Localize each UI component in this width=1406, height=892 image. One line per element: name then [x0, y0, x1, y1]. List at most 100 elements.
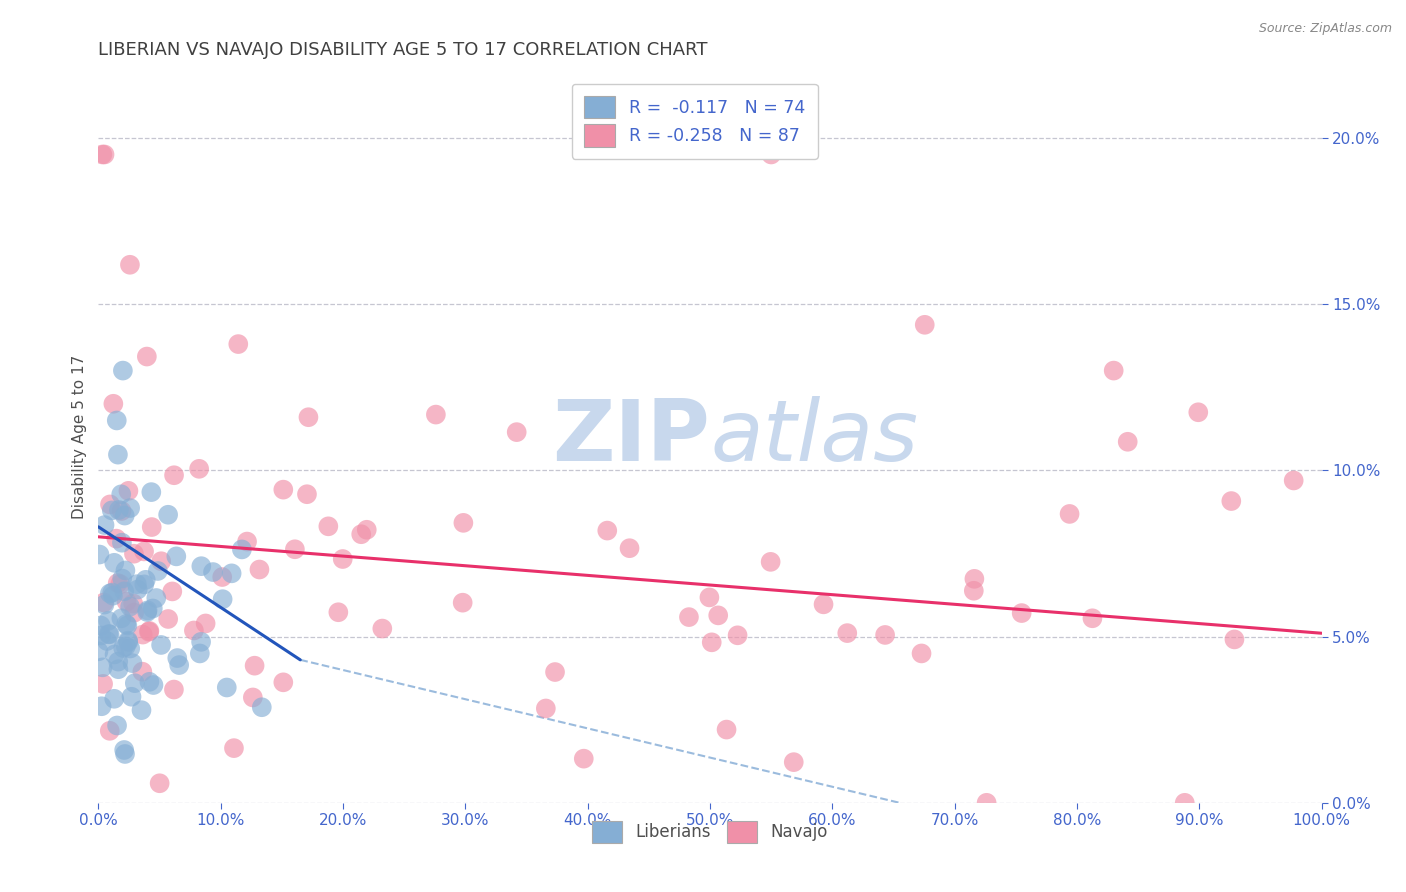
- Point: [619, 541, 641, 556]
- Point: [91, 147, 114, 161]
- Point: [111, 363, 134, 377]
- Point: [837, 626, 859, 640]
- Point: [221, 566, 243, 581]
- Point: [249, 562, 271, 576]
- Point: [97, 627, 120, 641]
- Point: [120, 599, 142, 614]
- Point: [103, 397, 125, 411]
- Point: [122, 597, 145, 611]
- Point: [110, 611, 132, 625]
- Point: [295, 487, 318, 501]
- Point: [97, 614, 120, 628]
- Point: [1081, 611, 1104, 625]
- Point: [107, 448, 129, 462]
- Text: ZIP: ZIP: [553, 395, 710, 479]
- Point: [700, 635, 723, 649]
- Point: [211, 570, 233, 584]
- Point: [1223, 632, 1246, 647]
- Point: [215, 681, 238, 695]
- Point: [90, 628, 112, 642]
- Point: [114, 640, 136, 654]
- Point: [135, 350, 157, 364]
- Point: [1102, 363, 1125, 377]
- Point: [963, 572, 986, 586]
- Point: [188, 647, 211, 661]
- Point: [596, 524, 619, 538]
- Point: [1187, 405, 1209, 419]
- Point: [875, 628, 897, 642]
- Point: [356, 523, 378, 537]
- Point: [150, 554, 173, 568]
- Point: [222, 741, 245, 756]
- Point: [115, 595, 138, 609]
- Point: [1011, 606, 1033, 620]
- Point: [131, 665, 153, 679]
- Point: [226, 337, 249, 351]
- Point: [105, 413, 128, 427]
- Point: [87, 644, 110, 658]
- Point: [101, 503, 124, 517]
- Point: [112, 584, 135, 599]
- Point: [114, 564, 136, 578]
- Point: [120, 641, 142, 656]
- Point: [236, 534, 259, 549]
- Point: [505, 425, 527, 439]
- Point: [120, 501, 142, 516]
- Point: [110, 487, 132, 501]
- Point: [1059, 507, 1081, 521]
- Point: [132, 544, 155, 558]
- Point: [107, 576, 129, 591]
- Point: [103, 648, 125, 662]
- Point: [117, 483, 139, 498]
- Point: [142, 601, 165, 615]
- Point: [165, 549, 187, 564]
- Point: [534, 701, 557, 715]
- Point: [142, 678, 165, 692]
- Point: [727, 628, 749, 642]
- Point: [910, 647, 932, 661]
- Point: [963, 583, 986, 598]
- Point: [162, 584, 184, 599]
- Point: [98, 723, 121, 738]
- Point: [110, 577, 132, 591]
- Point: [1282, 474, 1305, 488]
- Point: [105, 718, 128, 732]
- Text: atlas: atlas: [710, 395, 918, 479]
- Point: [1116, 434, 1139, 449]
- Point: [163, 682, 186, 697]
- Point: [146, 564, 169, 578]
- Point: [132, 627, 155, 641]
- Point: [332, 552, 354, 566]
- Point: [98, 627, 121, 641]
- Point: [135, 573, 157, 587]
- Point: [157, 508, 180, 522]
- Point: [117, 635, 139, 649]
- Point: [117, 618, 139, 632]
- Point: [107, 662, 129, 676]
- Point: [125, 577, 148, 591]
- Point: [103, 556, 125, 570]
- Point: [138, 624, 160, 638]
- Point: [250, 700, 273, 714]
- Point: [91, 660, 114, 674]
- Point: [141, 485, 163, 500]
- Point: [138, 674, 160, 689]
- Point: [98, 497, 121, 511]
- Point: [707, 608, 730, 623]
- Point: [90, 618, 112, 632]
- Point: [91, 677, 114, 691]
- Point: [813, 598, 835, 612]
- Point: [101, 585, 124, 599]
- Point: [157, 612, 180, 626]
- Point: [115, 617, 138, 632]
- Point: [202, 565, 225, 579]
- Point: [699, 591, 721, 605]
- Text: Source: ZipAtlas.com: Source: ZipAtlas.com: [1258, 22, 1392, 36]
- Point: [297, 410, 319, 425]
- Point: [122, 547, 145, 561]
- Point: [121, 690, 143, 704]
- Point: [114, 508, 136, 523]
- Point: [271, 675, 294, 690]
- Point: [96, 634, 118, 648]
- Point: [231, 542, 253, 557]
